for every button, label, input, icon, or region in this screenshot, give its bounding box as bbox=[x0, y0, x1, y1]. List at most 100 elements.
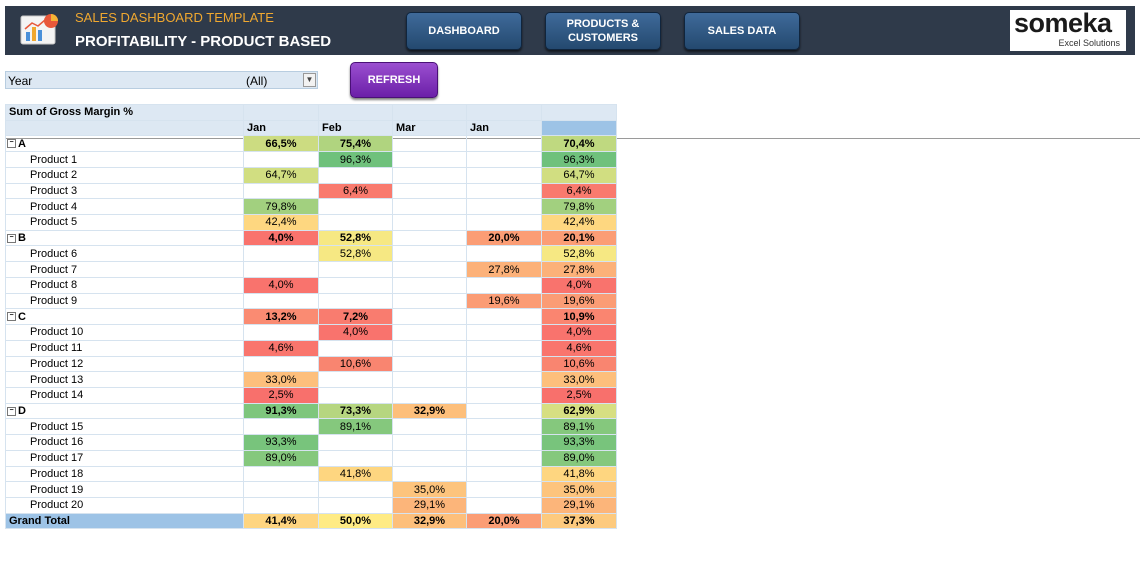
value-cell: 35,0% bbox=[541, 481, 617, 498]
row-label: D bbox=[18, 405, 26, 418]
row-label-cell: Product 5 bbox=[5, 214, 244, 231]
collapse-icon[interactable]: − bbox=[7, 233, 16, 243]
row-label-cell: Product 9 bbox=[5, 292, 244, 310]
value-cell bbox=[392, 182, 467, 200]
row-label-cell: Product 13 bbox=[5, 371, 244, 388]
table-row: Product 1 96,3% 96,3% bbox=[5, 151, 617, 168]
row-label: Product 13 bbox=[30, 373, 84, 386]
value-cell: 4,0% bbox=[541, 276, 617, 294]
row-label: Product 6 bbox=[30, 247, 78, 260]
row-label: A bbox=[18, 137, 26, 150]
value-cell: 6,4% bbox=[541, 182, 617, 200]
refresh-button[interactable]: REFRESH bbox=[350, 62, 438, 98]
value-cell bbox=[318, 292, 393, 310]
value-cell: 89,1% bbox=[318, 418, 393, 436]
row-label-cell: − B bbox=[5, 229, 244, 247]
year-filter-value: (All) bbox=[246, 74, 268, 88]
value-cell: 96,3% bbox=[318, 151, 393, 168]
value-cell bbox=[466, 386, 542, 404]
value-cell: 41,8% bbox=[318, 465, 393, 483]
products-customers-button[interactable]: PRODUCTS & CUSTOMERS bbox=[545, 12, 661, 50]
row-label: Product 11 bbox=[30, 342, 83, 355]
value-cell bbox=[243, 324, 319, 341]
value-cell: 52,8% bbox=[318, 229, 393, 247]
row-label-cell: − C bbox=[5, 308, 244, 326]
row-label: Product 3 bbox=[30, 184, 78, 197]
value-cell bbox=[318, 481, 393, 498]
value-cell bbox=[392, 135, 467, 153]
value-cell bbox=[392, 151, 467, 168]
column-header: Jan bbox=[243, 119, 319, 137]
table-row: Product 16 93,3% 93,3% bbox=[5, 434, 617, 451]
value-cell: 4,0% bbox=[318, 324, 393, 341]
value-cell bbox=[466, 324, 542, 341]
value-cell bbox=[466, 481, 542, 498]
value-cell: 10,6% bbox=[318, 355, 393, 373]
value-cell: 42,4% bbox=[243, 214, 319, 231]
value-cell: 52,8% bbox=[541, 245, 617, 263]
value-cell: 29,1% bbox=[541, 496, 617, 514]
value-cell bbox=[318, 371, 393, 388]
row-label-cell: − A bbox=[5, 135, 244, 153]
value-cell: 75,4% bbox=[318, 135, 393, 153]
row-label: Product 1 bbox=[30, 153, 78, 166]
table-row: Product 12 10,6% 10,6% bbox=[5, 355, 617, 373]
collapse-icon[interactable]: − bbox=[7, 312, 16, 322]
table-row: Product 4 79,8% 79,8% bbox=[5, 198, 617, 216]
row-label: Grand Total bbox=[9, 515, 70, 528]
row-label: Product 10 bbox=[30, 326, 84, 339]
row-label-cell: Product 11 bbox=[5, 339, 244, 357]
value-cell bbox=[466, 371, 542, 388]
collapse-icon[interactable]: − bbox=[7, 139, 16, 149]
value-cell: 64,7% bbox=[243, 166, 319, 184]
collapse-icon[interactable]: − bbox=[7, 406, 16, 416]
value-cell: 20,0% bbox=[466, 229, 542, 247]
value-cell bbox=[392, 308, 467, 326]
row-label-cell: Product 18 bbox=[5, 465, 244, 483]
sales-data-button[interactable]: SALES DATA bbox=[684, 12, 800, 50]
value-cell: 91,3% bbox=[243, 402, 319, 420]
column-header: Feb bbox=[318, 119, 393, 137]
table-row: Product 9 19,6% 19,6% bbox=[5, 292, 617, 310]
value-cell bbox=[392, 465, 467, 483]
table-row: Product 11 4,6% 4,6% bbox=[5, 339, 617, 357]
header-cell bbox=[392, 104, 467, 121]
row-label: Product 19 bbox=[30, 483, 84, 496]
row-label: Product 16 bbox=[30, 436, 84, 449]
value-cell bbox=[466, 182, 542, 200]
value-cell: 89,0% bbox=[243, 449, 319, 467]
row-label: C bbox=[18, 310, 26, 323]
value-cell bbox=[243, 496, 319, 514]
value-cell bbox=[466, 496, 542, 514]
group-row: − A 66,5% 75,4% 70,4% bbox=[5, 135, 617, 153]
value-cell bbox=[466, 198, 542, 216]
value-cell bbox=[318, 166, 393, 184]
value-cell bbox=[466, 418, 542, 436]
value-cell: 35,0% bbox=[392, 481, 467, 498]
value-cell bbox=[392, 245, 467, 263]
value-cell bbox=[318, 449, 393, 467]
value-cell: 20,1% bbox=[541, 229, 617, 247]
row-label-cell: Product 8 bbox=[5, 276, 244, 294]
value-cell: 33,0% bbox=[541, 371, 617, 388]
year-filter-label: Year bbox=[8, 74, 33, 88]
value-cell: 4,6% bbox=[541, 339, 617, 357]
value-cell bbox=[466, 434, 542, 451]
column-header: Mar bbox=[392, 119, 467, 137]
dropdown-arrow-icon[interactable]: ▼ bbox=[303, 73, 316, 87]
value-cell bbox=[243, 261, 319, 278]
row-label-cell: Product 6 bbox=[5, 245, 244, 263]
dashboard-button[interactable]: DASHBOARD bbox=[406, 12, 522, 50]
value-cell: 41,4% bbox=[243, 512, 319, 530]
value-cell bbox=[392, 355, 467, 373]
value-cell bbox=[466, 308, 542, 326]
header-cell bbox=[466, 104, 542, 121]
someka-logo: someka Excel Solutions bbox=[1010, 8, 1126, 51]
pivot-table: Sum of Gross Margin % Jan Feb Mar Jan − A 66,5%… bbox=[5, 104, 617, 530]
table-row: Product 3 6,4% 6,4% bbox=[5, 182, 617, 200]
value-cell: 62,9% bbox=[541, 402, 617, 420]
value-cell: 2,5% bbox=[243, 386, 319, 404]
table-row: Product 19 35,0% 35,0% bbox=[5, 481, 617, 498]
value-cell bbox=[392, 276, 467, 294]
value-cell: 7,2% bbox=[318, 308, 393, 326]
